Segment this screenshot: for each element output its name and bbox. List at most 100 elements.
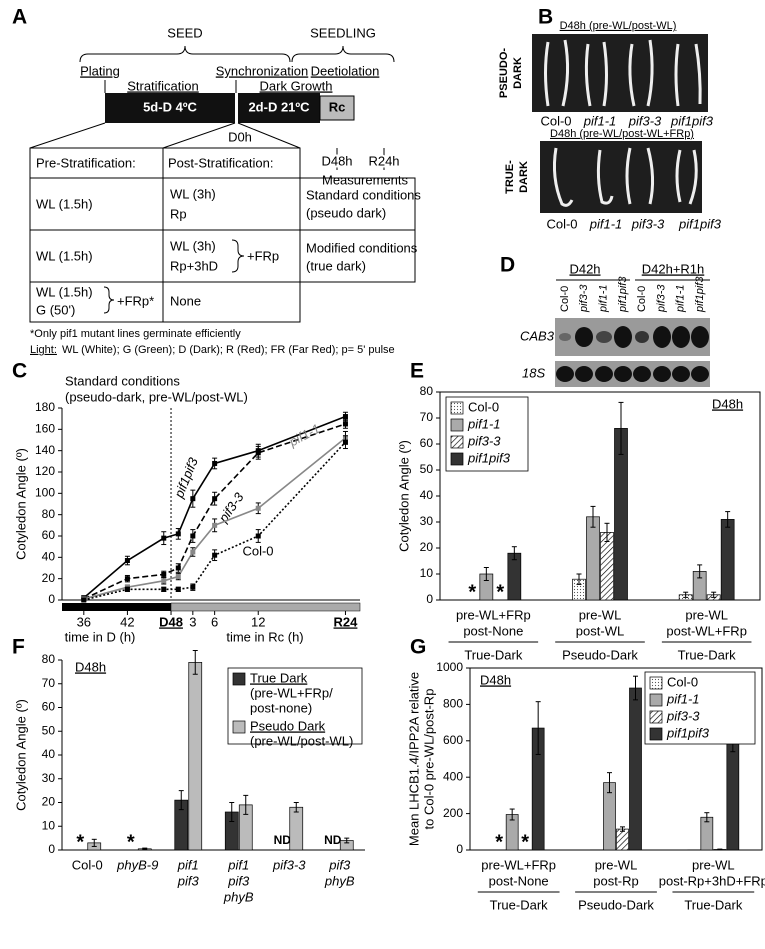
table-cell: (pseudo dark) xyxy=(306,205,386,220)
y-tick-label: 70 xyxy=(42,676,56,690)
data-point xyxy=(212,552,218,558)
legend-label: Col-0 xyxy=(667,674,698,689)
time-label: Measurements xyxy=(322,172,408,187)
x-tick-label: pre-WL+FRp xyxy=(481,857,556,872)
time-label: R24h xyxy=(368,153,399,168)
series-label: pif3-3 xyxy=(215,489,247,526)
table-cell: WL (1.5h) xyxy=(36,284,93,299)
y-tick-label: 20 xyxy=(42,571,56,585)
panel-label: C xyxy=(12,360,27,383)
legend-swatch xyxy=(450,418,464,432)
legend-label: pif1-1 xyxy=(467,416,501,431)
y-tick-label: 60 xyxy=(420,436,434,450)
chart-title: D48h xyxy=(712,396,743,411)
x-axis-label: time in Rc (h) xyxy=(226,629,303,644)
panel-label: F xyxy=(12,636,25,659)
x-tick-label: pif1 xyxy=(227,857,249,872)
data-point xyxy=(255,505,261,511)
series-line xyxy=(83,423,346,600)
panel-d: D D42h D42h+R1h Col-0 pif3-3 pif1-1 pif1pif… xyxy=(500,254,710,387)
stage-label: SEEDLING xyxy=(310,25,376,40)
table-cell: WL (1.5h) xyxy=(36,196,93,211)
data-point xyxy=(124,558,130,564)
x-tick-label: pif3-3 xyxy=(272,857,306,872)
bar xyxy=(188,662,203,851)
x-tick-label: post-WL xyxy=(576,623,624,638)
bar xyxy=(289,806,304,851)
x-tick-label: pif3 xyxy=(328,857,351,872)
legend-note: (pre-WL+FRp/ xyxy=(250,685,333,700)
table-cell: Rp+3hD xyxy=(170,258,218,273)
legend-swatch xyxy=(450,401,464,415)
series-label: Col-0 xyxy=(242,543,273,558)
chart-title: D48h xyxy=(75,659,106,674)
data-point xyxy=(212,522,218,528)
y-tick-label: 10 xyxy=(42,818,56,832)
legend-label: pif1pif3 xyxy=(666,725,710,740)
legend-note: post-none) xyxy=(250,700,312,715)
x-axis-label: time in D (h) xyxy=(65,629,136,644)
x-tick-label: pre-WL xyxy=(595,857,638,872)
time-label: D48h xyxy=(321,153,352,168)
data-point xyxy=(212,496,218,502)
panel-label: E xyxy=(410,360,424,383)
y-tick-label: 120 xyxy=(35,464,55,478)
legend-label: True Dark xyxy=(250,670,308,685)
bar xyxy=(629,687,642,851)
step-label: Deetiolation xyxy=(311,63,380,78)
panel-label: B xyxy=(538,6,553,29)
lane-label: pif1pif3 xyxy=(617,276,629,313)
table-cell: G (50') xyxy=(36,302,75,317)
table-cell: WL (1.5h) xyxy=(36,248,93,263)
legend-swatch xyxy=(649,693,663,707)
step-label: Plating xyxy=(80,63,120,78)
seedling-image xyxy=(540,141,702,213)
x-tick-label: post-None xyxy=(463,623,523,638)
y-tick-label: 160 xyxy=(35,422,55,436)
legend-swatch xyxy=(232,672,246,686)
x-tick-label: post-Rp xyxy=(593,873,639,888)
chart-subtitle: (pseudo-dark, pre-WL/post-WL) xyxy=(65,389,248,404)
y-tick-label: 20 xyxy=(420,540,434,554)
table-cell: Standard conditions xyxy=(306,187,421,202)
condition-label: PSEUDO- xyxy=(498,48,510,98)
table-cell: (true dark) xyxy=(306,258,366,273)
image-title: D48h (pre-WL/post-WL) xyxy=(560,20,677,32)
y-tick-label: 80 xyxy=(42,652,56,666)
blot-bands xyxy=(556,366,709,382)
stage-bar xyxy=(238,93,320,123)
group-label: True-Dark xyxy=(678,647,737,662)
bar xyxy=(586,516,600,601)
data-point xyxy=(190,549,196,555)
data-point xyxy=(161,578,167,584)
footnote: *Only pif1 mutant lines germinate effici… xyxy=(30,328,241,340)
data-point xyxy=(255,533,261,539)
table-cell: WL (3h) xyxy=(170,238,216,253)
data-point xyxy=(212,460,218,466)
y-tick-label: 200 xyxy=(443,806,463,820)
footnote: Light: xyxy=(30,344,57,356)
lane-label: pif3-3 xyxy=(578,284,590,313)
series-line xyxy=(83,437,346,600)
group-label: Pseudo-Dark xyxy=(578,897,654,912)
table-cell: Rp xyxy=(170,206,187,221)
y-tick-label: 0 xyxy=(48,842,55,856)
y-tick-label: 1000 xyxy=(436,660,463,674)
y-tick-label: 180 xyxy=(35,400,55,414)
brace xyxy=(79,45,291,63)
value-label: * xyxy=(468,581,476,603)
data-point xyxy=(124,576,130,582)
group-label: True-Dark xyxy=(490,897,549,912)
y-tick-label: 100 xyxy=(35,486,55,500)
y-tick-label: 0 xyxy=(426,592,433,606)
step-label: Synchronization xyxy=(216,63,309,78)
value-label: * xyxy=(127,831,135,853)
panel-label: A xyxy=(12,6,27,29)
group-label: D42h+R1h xyxy=(642,261,705,276)
y-tick-label: 30 xyxy=(420,514,434,528)
y-tick-label: 80 xyxy=(420,384,434,398)
y-tick-label: 70 xyxy=(420,410,434,424)
y-tick-label: 600 xyxy=(443,733,463,747)
x-tick-label: 6 xyxy=(211,614,218,629)
